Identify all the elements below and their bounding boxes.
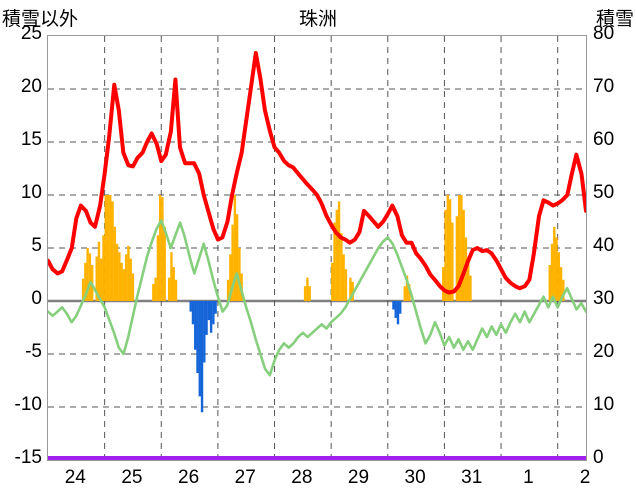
y-tick-right: 60 <box>593 129 615 150</box>
y-tick-left: -10 <box>14 394 42 415</box>
y-tick-right: 70 <box>593 76 615 97</box>
x-tick: 30 <box>404 467 426 488</box>
y-tick-left: 15 <box>20 129 42 150</box>
y-tick-right: 0 <box>593 447 604 468</box>
y-tick-left: 10 <box>20 182 42 203</box>
y-tick-right: 20 <box>593 341 615 362</box>
y-tick-left: -5 <box>25 341 42 362</box>
chart-title: 珠洲 <box>298 9 337 30</box>
x-tick: 29 <box>347 467 370 488</box>
x-tick: 31 <box>461 467 483 488</box>
y-tick-left: 25 <box>20 23 42 44</box>
y-tick-right: 10 <box>593 394 615 415</box>
x-tick: 2 <box>579 467 591 488</box>
y-tick-right: 80 <box>593 23 615 44</box>
plot-svg <box>48 36 586 460</box>
x-tick: 28 <box>291 467 313 488</box>
y-tick-left: 5 <box>31 235 42 256</box>
x-tick: 27 <box>234 467 256 488</box>
plot-area <box>47 35 587 461</box>
plot-wrapper <box>47 35 587 461</box>
y-tick-left: 0 <box>31 288 42 309</box>
y-tick-right: 50 <box>593 182 615 203</box>
y-tick-right: 30 <box>593 288 615 309</box>
x-tick: 25 <box>121 467 143 488</box>
right-axis-title: 積雪 <box>595 9 634 30</box>
y-tick-left: -15 <box>14 447 42 468</box>
y-tick-left: 20 <box>20 76 42 97</box>
x-tick: 1 <box>523 467 534 488</box>
x-tick: 26 <box>178 467 200 488</box>
y-tick-right: 40 <box>593 235 615 256</box>
left-axis-title: 積雪以外 <box>2 9 79 30</box>
x-tick: 24 <box>64 467 86 488</box>
